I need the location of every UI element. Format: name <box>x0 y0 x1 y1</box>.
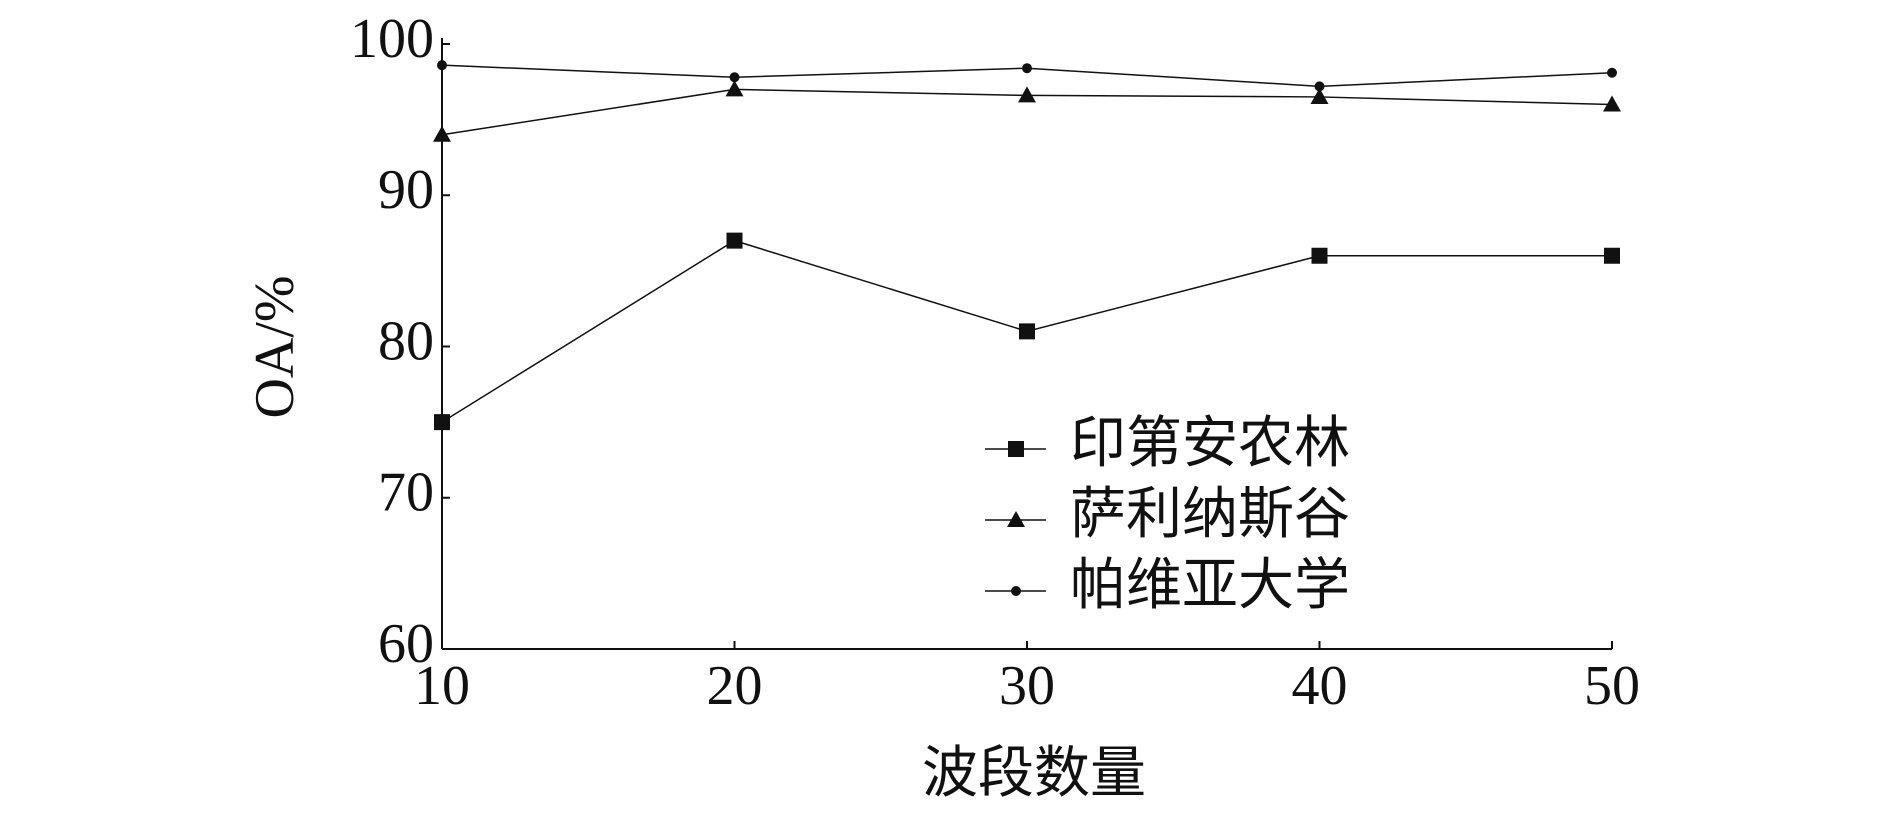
marker-triangle <box>725 80 744 97</box>
marker-triangle <box>1007 511 1025 527</box>
x-tick-label: 40 <box>1292 655 1348 717</box>
marker-triangle <box>1310 87 1329 104</box>
x-tick-label: 30 <box>999 655 1055 717</box>
y-tick-label: 80 <box>378 310 434 372</box>
y-tick-label: 90 <box>378 159 434 221</box>
marker-triangle <box>433 125 451 142</box>
marker-triangle <box>1018 86 1036 103</box>
marker-dot <box>729 72 740 83</box>
legend-label: 印第安农林 <box>1070 413 1350 475</box>
y-tick-label: 70 <box>378 462 434 524</box>
y-tick-label: 100 <box>350 8 434 70</box>
legend-label: 萨利纳斯谷 <box>1070 484 1350 546</box>
marker-square <box>1604 247 1620 264</box>
marker-dot <box>1022 63 1032 74</box>
x-tick-label: 50 <box>1584 655 1640 717</box>
x-tick-label: 10 <box>414 655 470 717</box>
y-axis-label: OA/% <box>244 275 306 418</box>
marker-dot <box>1011 586 1021 596</box>
marker-square <box>434 414 450 431</box>
marker-dot <box>1607 67 1617 78</box>
marker-triangle <box>1603 95 1621 112</box>
legend-label: 帕维亚大学 <box>1070 555 1350 617</box>
marker-square <box>1008 441 1024 457</box>
y-tick-label: 60 <box>378 613 434 675</box>
marker-square <box>1311 247 1328 264</box>
marker-dot <box>1314 81 1325 92</box>
marker-dot <box>437 60 447 71</box>
marker-square <box>726 232 743 249</box>
marker-square <box>1019 323 1035 340</box>
x-tick-label: 20 <box>707 655 763 717</box>
x-axis-label: 波段数量 <box>922 743 1146 805</box>
